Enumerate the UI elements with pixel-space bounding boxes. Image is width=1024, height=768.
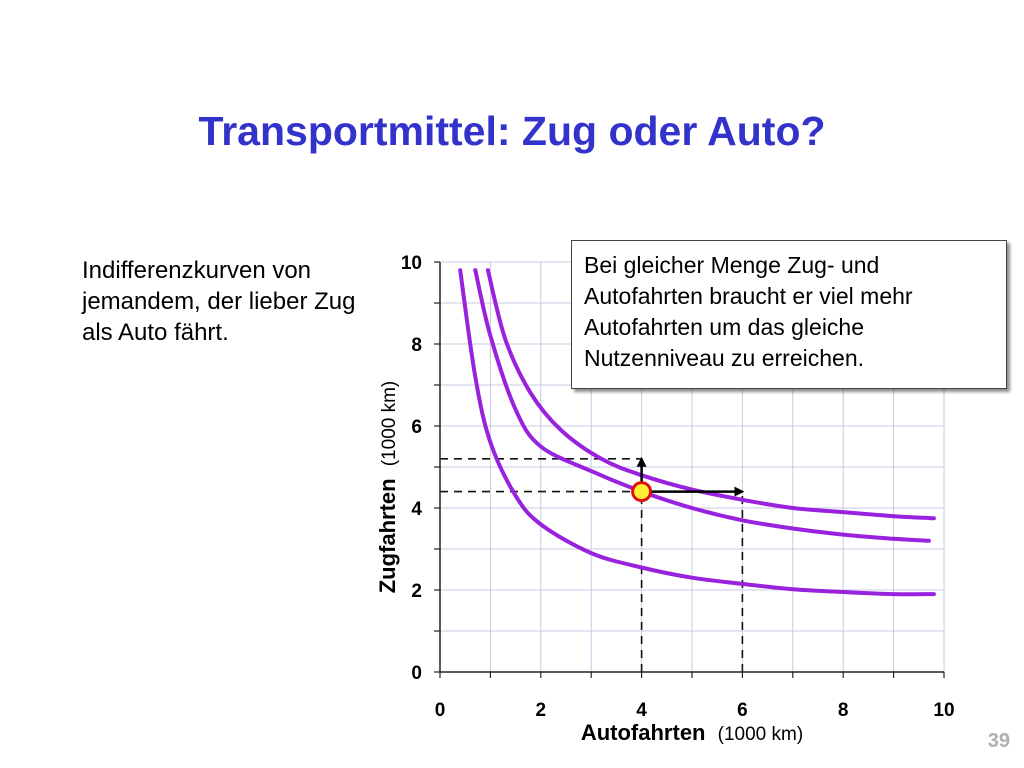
y-tick-label: 4 [411, 499, 422, 520]
x-axis-unit: (1000 km) [718, 724, 804, 745]
slide-title: Transportmittel: Zug oder Auto? [198, 108, 826, 154]
x-tick-label: 2 [536, 700, 547, 721]
y-tick-label: 8 [411, 335, 422, 356]
x-axis-label: Autofahrten [581, 720, 706, 745]
callout-box: Bei gleicher Menge Zug- und Autofahrten … [571, 240, 1007, 389]
chart-tick-labels: 0 2 4 6 8 10 0 2 4 6 8 10 [401, 253, 955, 721]
y-axis-label: Zugfahrten [375, 478, 400, 593]
y-axis-title: Zugfahrten (1000 km) [375, 381, 400, 594]
y-tick-label: 0 [411, 663, 422, 684]
indifference-curve-2 [473, 268, 931, 543]
x-axis-title: Autofahrten (1000 km) [581, 720, 803, 745]
x-tick-label: 0 [435, 700, 446, 721]
y-tick-label: 2 [411, 581, 422, 602]
indifference-curve-3 [485, 268, 936, 521]
y-axis-unit: (1000 km) [379, 381, 400, 467]
x-tick-label: 8 [838, 700, 849, 721]
chart-description: Indifferenzkurven von jemandem, der lieb… [82, 257, 356, 346]
chart-curves [458, 268, 936, 597]
y-tick-label: 6 [411, 417, 422, 438]
page-number: 39 [987, 730, 1010, 752]
chart-axes [434, 261, 945, 678]
x-tick-label: 10 [933, 700, 954, 721]
indifference-curve-1 [458, 268, 936, 597]
x-tick-label: 6 [737, 700, 748, 721]
chart-marker [631, 481, 653, 503]
y-tick-label: 10 [401, 253, 422, 274]
bundle-point [631, 481, 653, 503]
chart-guides [440, 457, 744, 672]
x-tick-label: 4 [636, 700, 647, 721]
